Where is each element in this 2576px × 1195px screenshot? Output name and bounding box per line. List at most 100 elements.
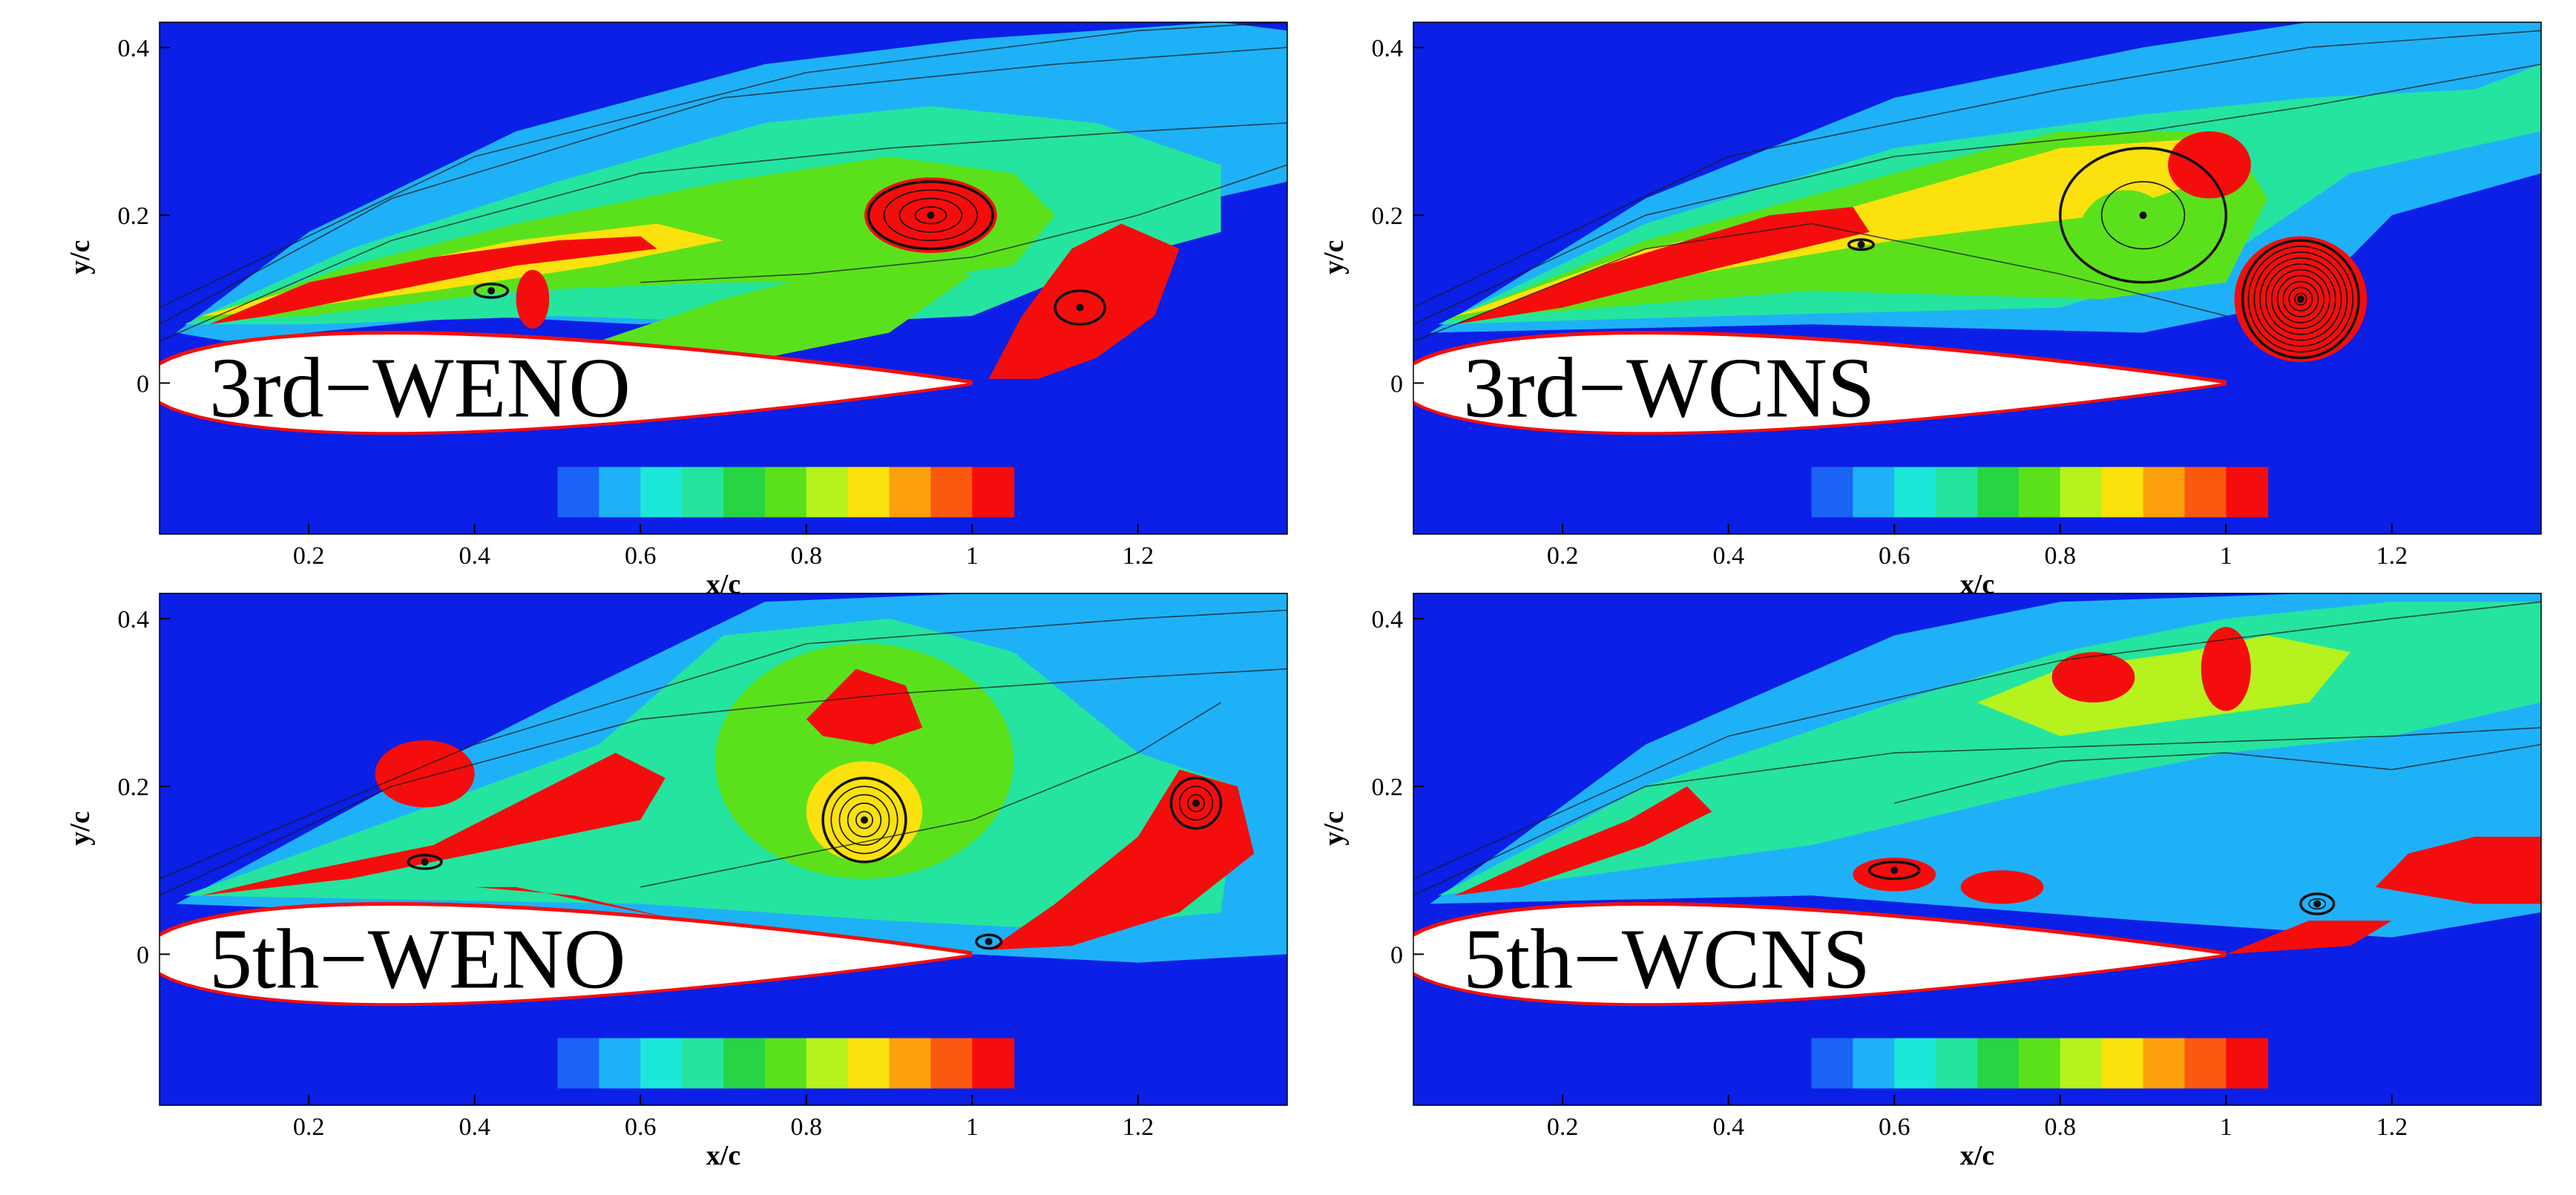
vortex-core-2	[473, 283, 510, 299]
vortex-core-2	[407, 854, 443, 870]
x-axis-label: x/c	[1960, 1140, 1994, 1171]
vortex-core-3	[975, 933, 1003, 950]
colorbar-swatch	[557, 467, 600, 518]
colorbar-swatch	[847, 467, 890, 518]
vortex-core-1	[1054, 289, 1106, 326]
vorticity-zone-5	[1960, 870, 2044, 904]
colorbar-swatch	[1811, 467, 1854, 518]
vorticity-zone-6	[2375, 837, 2541, 904]
x-tick-label: 1	[966, 542, 979, 570]
panel-bottom-left: 5th−WENO Vorticity Magnitude:0.10.20.30.4…	[65, 593, 1288, 1171]
colorbar-swatch	[723, 1038, 766, 1089]
y-tick-label: 0.4	[1372, 606, 1404, 633]
colorbar-swatch	[972, 1038, 1015, 1089]
colorbar-swatch	[2184, 1038, 2227, 1089]
y-axis-label: y/c	[65, 240, 96, 274]
x-tick-label: 0.4	[1712, 542, 1744, 570]
airfoil-upper-surface	[1413, 902, 2227, 955]
axes-frame	[159, 593, 1288, 1106]
y-tick-label: 0	[137, 370, 149, 398]
colorbar: Vorticity Magnitude:0.10.20.30.40.50.60.…	[557, 1038, 1015, 1089]
colorbar-swatch	[2226, 467, 2269, 518]
y-tick-label: 0	[137, 941, 149, 969]
airfoil-lower-surface	[160, 953, 973, 1007]
colorbar-swatch	[2226, 1038, 2269, 1089]
colorbar-swatch	[599, 467, 642, 518]
airfoil-lower-surface	[1413, 382, 2227, 435]
y-tick-label: 0.2	[1372, 203, 1404, 230]
colorbar-swatch	[599, 1038, 642, 1089]
vorticity-zone-7	[2226, 921, 2392, 955]
colorbar-swatch	[1936, 467, 1978, 518]
colorbar-swatch	[1853, 467, 1896, 518]
y-axis-label: y/c	[65, 812, 96, 846]
x-tick-label: 1	[966, 1113, 979, 1141]
colorbar-swatch	[723, 467, 766, 518]
panel-bottom-right: 5th−WCNS Vorticity Magnitude:0.10.20.30.4…	[1318, 593, 2542, 1171]
scheme-label: 5th−WCNS	[1463, 912, 1870, 1007]
colorbar-swatch	[764, 1038, 807, 1089]
vortex-core-0	[2299, 892, 2336, 915]
x-tick-label: 0.8	[2045, 542, 2077, 570]
contour-plot-area: 5th−WENO Vorticity Magnitude:0.10.20.30.4…	[160, 593, 1287, 1105]
vorticity-zone-6	[375, 740, 475, 808]
x-tick-label: 1.2	[2376, 1113, 2408, 1141]
colorbar-swatch	[1977, 1038, 2020, 1089]
vortex-core-0	[867, 180, 994, 251]
airfoil-upper-surface	[160, 331, 973, 384]
vortex-core-0	[2241, 239, 2360, 360]
contour-plot-area: 3rd−WENO Vorticity Magnitude:0.10.20.30.4…	[160, 22, 1287, 534]
colorbar-swatch	[2143, 1038, 2186, 1089]
colorbar: Vorticity Magnitude:0.10.20.30.40.50.60.…	[1811, 467, 2269, 518]
axes-frame	[159, 22, 1288, 535]
x-tick-label: 0.2	[1547, 1113, 1579, 1141]
x-tick-label: 0.2	[293, 542, 325, 570]
y-axis-label: y/c	[1318, 240, 1350, 274]
colorbar-swatch	[889, 467, 932, 518]
contour-plot-area: 3rd−WCNS Vorticity Magnitude:0.10.20.30.4…	[1413, 22, 2541, 534]
y-axis-label: y/c	[1318, 812, 1350, 846]
x-tick-label: 0.8	[791, 542, 823, 570]
x-axis-label: x/c	[706, 1140, 740, 1171]
streamline-0	[1413, 727, 2541, 896]
panel-top-right: 3rd−WCNS Vorticity Magnitude:0.10.20.30.4…	[1318, 22, 2542, 600]
streamline-2	[1894, 743, 2541, 804]
colorbar-swatch	[2060, 1038, 2103, 1089]
x-tick-label: 0.4	[459, 542, 490, 570]
colorbar-swatch	[557, 1038, 600, 1089]
colorbar-swatch	[806, 467, 849, 518]
scheme-label: 3rd−WCNS	[1463, 341, 1875, 436]
vorticity-zone-4	[806, 668, 923, 745]
x-tick-label: 0.4	[459, 1113, 490, 1141]
colorbar-swatch	[930, 1038, 973, 1089]
streamline-1	[160, 609, 1287, 880]
colorbar-swatch	[930, 467, 973, 518]
colorbar: Vorticity Magnitude:0.10.20.30.40.50.60.…	[1811, 1038, 2269, 1089]
streamline-1	[160, 122, 1287, 342]
x-tick-label: 0.6	[1879, 1113, 1910, 1141]
x-tick-label: 0.8	[791, 1113, 823, 1141]
x-tick-label: 1.2	[1123, 1113, 1154, 1141]
vorticity-zone-4	[209, 236, 657, 325]
vorticity-zone-2	[714, 643, 1014, 879]
vortex-core-2	[1847, 238, 1876, 251]
colorbar-swatch	[1936, 1038, 1978, 1089]
colorbar-swatch	[640, 1038, 683, 1089]
x-tick-label: 0.6	[1879, 542, 1910, 570]
x-tick-label: 1	[2220, 542, 2232, 570]
contour-plot-area: 5th−WCNS Vorticity Magnitude:0.10.20.30.4…	[1413, 593, 2541, 1105]
colorbar-swatch	[2101, 1038, 2144, 1089]
colorbar-swatch	[1977, 467, 2020, 518]
streamline-2	[640, 702, 1222, 888]
streamline-1	[1413, 30, 2541, 309]
vorticity-zone-7	[516, 269, 550, 329]
vortex-core-1	[1169, 777, 1223, 830]
scheme-label: 5th−WENO	[209, 912, 626, 1007]
vorticity-zone-3	[1454, 786, 1712, 896]
vorticity-zone-6	[988, 223, 1180, 379]
vorticity-zone-8	[599, 257, 973, 366]
y-tick-label: 0	[1390, 941, 1403, 969]
colorbar-swatch	[1811, 1038, 1854, 1089]
x-tick-label: 0.2	[1547, 542, 1579, 570]
